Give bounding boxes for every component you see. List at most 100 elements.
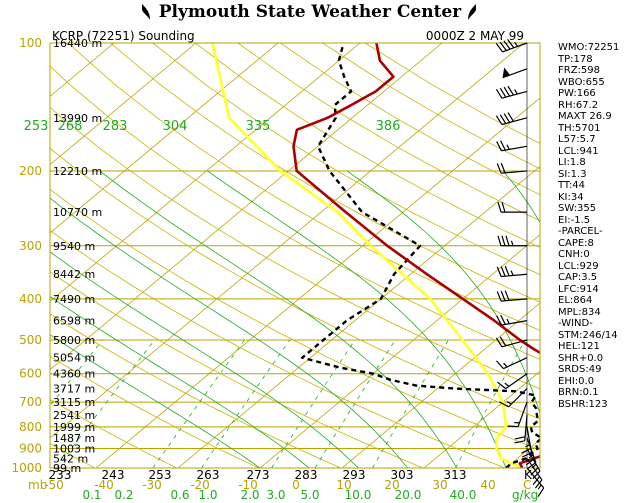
wind-barb-full [497,235,502,246]
wind-barb-full [521,447,532,454]
dry-adiabat [50,229,505,468]
wind-barb-full [532,476,541,486]
theta-label-bottom: 283 [295,468,318,482]
index-line: KI:34 [558,191,584,203]
pressure-tick-label: 700 [19,395,42,409]
index-line: -PARCEL- [558,226,603,237]
mixing-ratio-label: 3.0 [266,488,285,502]
isotherm-line [95,97,540,468]
theta-label-top: 268 [58,119,83,134]
theta-label-bottom: 313 [444,468,467,482]
pressure-tick-label: 500 [19,333,42,347]
pressure-tick-label: 1000 [11,461,42,475]
mixing-ratio-label: 2.0 [240,488,259,502]
index-line: MAXT 26.9 [558,111,612,122]
mixing-ratio-line [314,339,396,468]
wind-barb-half [514,41,519,47]
height-label: 9540 m [53,240,95,253]
wind-barb-shaft [502,42,528,53]
moist-adiabat [99,170,458,468]
mixing-ratio-line [50,339,103,407]
mixing-ratio-line [201,339,291,468]
height-label: 6598 m [53,315,95,328]
wind-barb-flag [502,67,511,78]
index-line: TH:5701 [558,122,601,134]
moist-adiabat [207,170,507,468]
wind-barb-full [507,85,514,96]
wind-barb [495,112,528,126]
wind-barb-full [495,43,504,53]
index-line: FRZ:598 [558,65,601,76]
wind-barb-full [514,436,526,440]
isotherm-line [423,370,540,468]
wind-barb-full [501,201,506,213]
wind-barb [521,426,533,458]
parcel-line [211,43,523,468]
wind-barb-full [500,266,506,277]
wind-barb-shaft [501,273,528,278]
theta-label-bottom: 233 [49,468,72,482]
mixing-ratio-label: 40.0 [450,488,477,502]
wind-barb-full [503,40,511,50]
logo-left-icon [142,4,150,20]
index-line: WBO:655 [558,76,605,88]
wind-barb-full [501,235,506,246]
wind-barb-full [504,265,510,277]
wind-barb-full [500,162,506,174]
wind-barb-half [506,401,512,405]
height-label: 7490 m [53,293,95,306]
pressure-unit-label: mb [28,478,47,492]
mixing-ratio-unit-label: g/kg [512,488,538,502]
wind-barb [495,336,528,348]
wind-barb-full [499,87,507,98]
wind-barb-full [504,290,510,301]
index-line: EHI:0.0 [558,375,595,387]
index-line: EI:-1.5 [558,214,591,226]
wind-barb [496,265,528,278]
pressure-tick-label: 600 [19,367,42,381]
dry-adiabat [152,43,540,275]
dry-adiabat [50,65,540,360]
wind-barb [502,67,528,79]
temperature-tick-label: -20 [190,478,210,492]
height-label: 5800 m [53,334,95,347]
theta-label-top: 283 [103,119,128,134]
wind-barb-full [495,337,503,348]
wind-barb-shaft [501,170,528,174]
wind-barb [495,85,528,99]
wind-barb-shaft [501,320,528,326]
wind-barb [496,314,528,326]
wind-barb-full [499,401,509,408]
wind-barb-half [510,240,514,246]
index-line: SI:1.3 [558,168,587,180]
wind-barb-full [499,41,507,51]
mixing-ratio-line [152,339,245,468]
temperature-tick-label: -10 [238,478,258,492]
height-label: 3717 m [53,382,95,395]
wind-barb-half [514,89,518,95]
wind-barb-full [496,141,502,152]
index-line: LCL:929 [558,260,599,272]
wind-barb-half [503,362,508,368]
time-label: 0000Z 2 MAY 99 [426,29,524,43]
logo-right-icon [468,4,476,20]
isotherm-line [50,43,279,234]
wind-barb-half [506,144,510,150]
wind-barb [496,162,528,174]
dry-adiabat [50,147,540,420]
theta-label-bottom: 293 [343,468,366,482]
theta-label-top: 386 [376,119,401,134]
theta-label-top: 253 [24,119,49,134]
wind-barb [514,414,528,444]
pressure-tick-label: 900 [19,442,42,456]
plot-frame [49,42,541,469]
wind-barb [497,201,527,213]
wind-barb-full [496,360,504,370]
index-line: EL:864 [558,295,593,306]
wind-barb [507,401,528,428]
temperature-tick-label: -40 [94,478,114,492]
temperature-tick-label: 40 [480,478,495,492]
index-line: TT:44 [558,180,586,191]
